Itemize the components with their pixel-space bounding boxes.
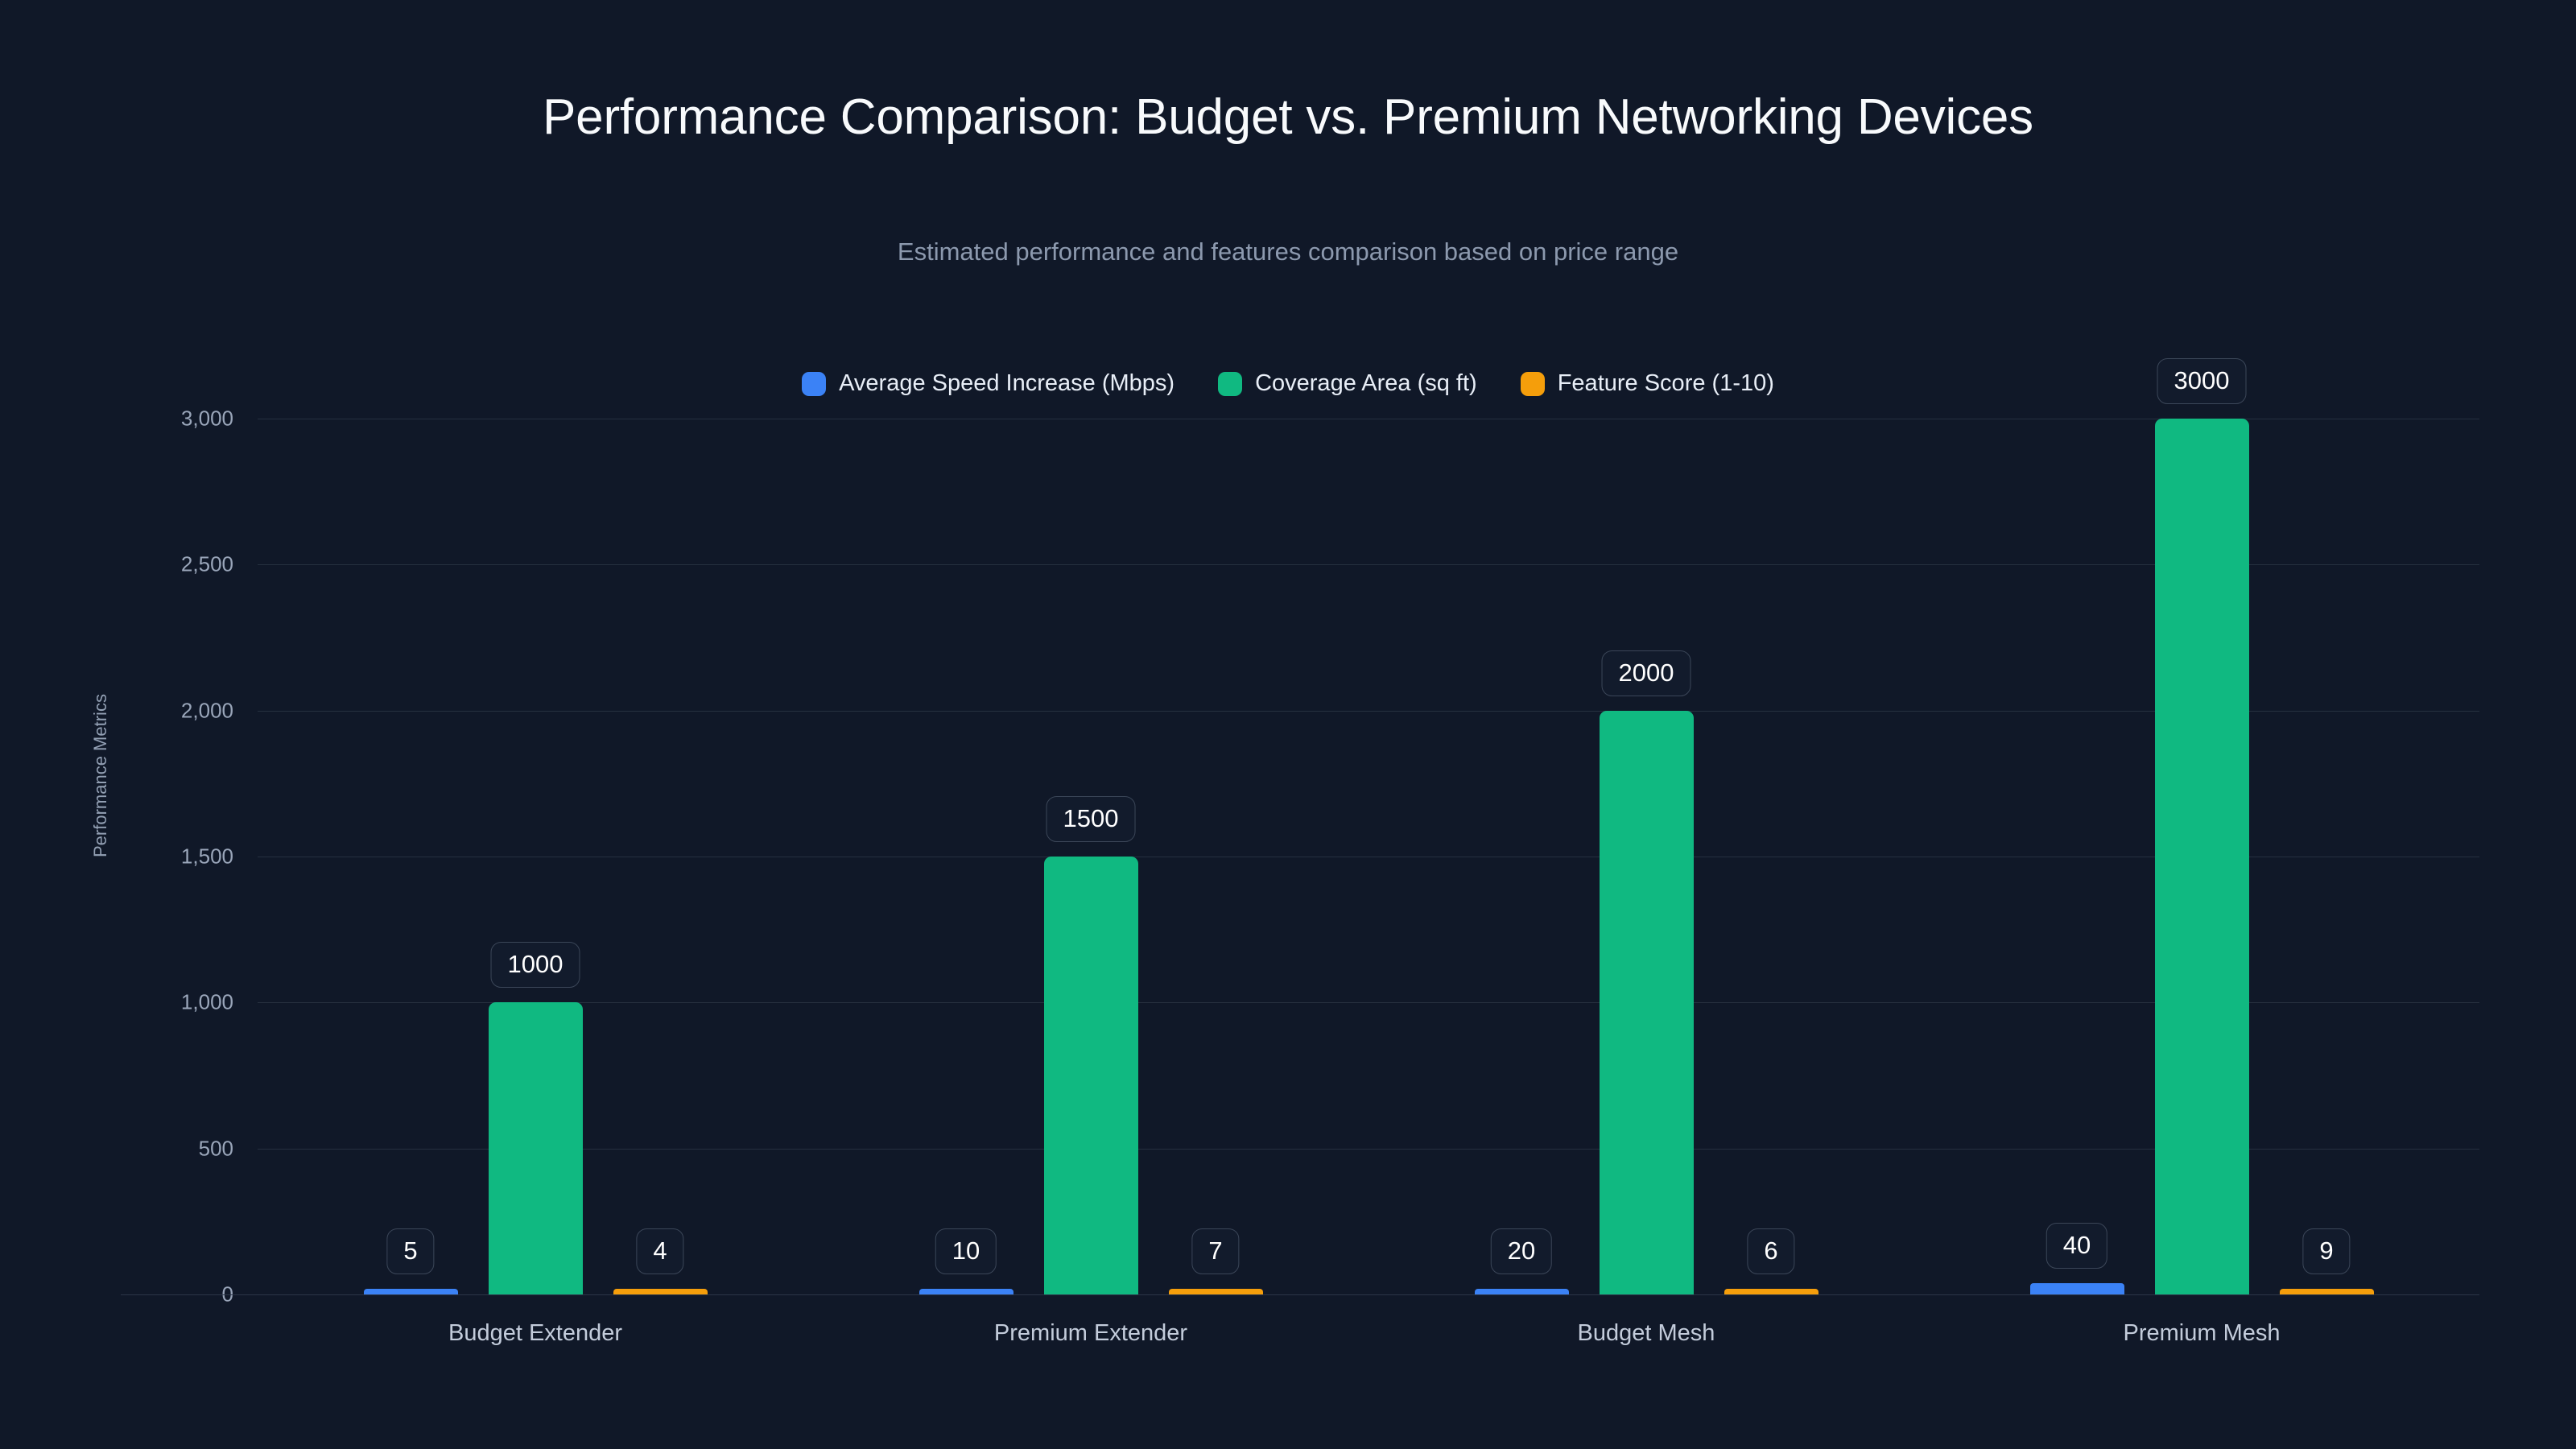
- bar-value-badge: 4: [636, 1228, 684, 1274]
- bar[interactable]: [2029, 1282, 2124, 1294]
- bar-value-badge: 1000: [490, 942, 580, 989]
- legend-item-coverage[interactable]: Coverage Area (sq ft): [1218, 370, 1477, 397]
- bar[interactable]: [488, 1002, 583, 1294]
- gridline: [258, 710, 2479, 712]
- bar-value-badge: 6: [1747, 1228, 1795, 1274]
- bar-value-badge: 10: [935, 1228, 997, 1274]
- bar-value-badge: 40: [2046, 1222, 2108, 1269]
- bar-group: 20 2000 6: [1474, 419, 1818, 1294]
- bar[interactable]: [1043, 857, 1138, 1294]
- y-axis-tick-label: 2,000: [180, 698, 233, 723]
- bar-group: 10 1500 7: [919, 419, 1263, 1294]
- legend-item-feature[interactable]: Feature Score (1-10): [1520, 370, 1774, 397]
- bar[interactable]: [1724, 1289, 1818, 1294]
- x-axis-label: Premium Extender: [993, 1320, 1188, 1346]
- bar-value-badge: 2000: [1601, 650, 1691, 696]
- gridline: [258, 564, 2479, 566]
- bar[interactable]: [1599, 710, 1694, 1294]
- y-axis-tick-label: 500: [198, 1136, 233, 1161]
- chart-subtitle: Estimated performance and features compa…: [897, 237, 1679, 266]
- bar[interactable]: [2154, 419, 2249, 1294]
- y-axis-tick-label: 2,500: [180, 551, 233, 576]
- bar-value-badge: 9: [2302, 1228, 2351, 1274]
- y-axis-tick-label: 0: [221, 1282, 233, 1307]
- bar[interactable]: [363, 1289, 458, 1294]
- plot-area: 5 1000 4 10 1500 7 20 2000 6 40 3000 9: [121, 358, 2479, 1295]
- legend-swatch-coverage-icon: [1218, 371, 1243, 396]
- legend-item-speed[interactable]: Average Speed Increase (Mbps): [802, 370, 1174, 397]
- bar-group: 5 1000 4: [363, 419, 708, 1294]
- y-axis-tick-label: 1,500: [180, 844, 233, 869]
- x-axis-label: Premium Mesh: [2123, 1320, 2281, 1346]
- legend-label-coverage: Coverage Area (sq ft): [1255, 370, 1477, 396]
- bar[interactable]: [2279, 1289, 2374, 1294]
- bar-value-badge: 5: [386, 1228, 435, 1274]
- bar-value-badge: 3000: [2157, 358, 2247, 404]
- x-axis-label: Budget Mesh: [1577, 1320, 1715, 1346]
- bar[interactable]: [1168, 1289, 1263, 1294]
- bar[interactable]: [613, 1289, 708, 1294]
- bar[interactable]: [1474, 1288, 1569, 1294]
- bar-value-badge: 1500: [1046, 796, 1136, 842]
- chart-legend: Average Speed Increase (Mbps) Coverage A…: [0, 370, 2576, 397]
- legend-label-feature: Feature Score (1-10): [1557, 370, 1774, 396]
- x-axis-label: Budget Extender: [448, 1320, 623, 1346]
- legend-swatch-speed-icon: [802, 371, 827, 396]
- gridline: [258, 1148, 2479, 1150]
- bar[interactable]: [919, 1289, 1013, 1294]
- legend-swatch-feature-icon: [1520, 371, 1545, 396]
- bar-group: 40 3000 9: [2029, 358, 2374, 1294]
- x-axis-baseline: [121, 1294, 2479, 1295]
- gridline: [258, 1002, 2479, 1004]
- y-axis-tick-label: 3,000: [180, 406, 233, 431]
- chart-title: Performance Comparison: Budget vs. Premi…: [543, 89, 2033, 145]
- bar-value-badge: 7: [1191, 1228, 1240, 1274]
- legend-label-speed: Average Speed Increase (Mbps): [839, 370, 1175, 396]
- y-axis-tick-label: 1,000: [180, 989, 233, 1014]
- bar-value-badge: 20: [1490, 1228, 1553, 1274]
